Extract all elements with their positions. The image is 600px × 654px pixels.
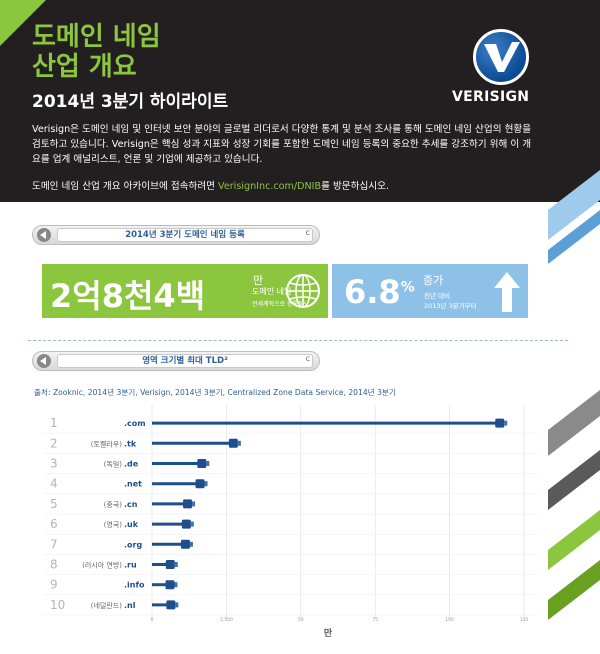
- rank-label: 10: [50, 598, 65, 612]
- rank-label: 2: [50, 436, 58, 450]
- rank-label: 1: [50, 416, 58, 430]
- intro-paragraph: Verisign은 도메인 네임 및 인터넷 보안 분야의 글로벌 리더로서 다…: [32, 124, 532, 165]
- decorative-chevrons: [548, 170, 600, 620]
- bar-plug: [165, 560, 175, 569]
- x-tick-label: 125: [520, 617, 529, 623]
- rank-label: 3: [50, 457, 58, 471]
- globe-icon: [286, 274, 320, 308]
- arrow-up-icon: [494, 272, 520, 312]
- section-bar-largest-tlds: 영역 크기별 최대 TLD² c: [32, 351, 320, 371]
- growth-unit: 증가: [423, 274, 444, 287]
- total-registrations-panel: 2억8천4백 만 도메인 네임 전세계적으로 등록됨¹: [42, 264, 328, 318]
- logo-check-icon: [484, 42, 520, 72]
- bar-plug: [197, 459, 207, 468]
- bar-plug: [228, 438, 238, 448]
- total-registrations-unit: 만: [253, 274, 264, 287]
- bar-plug-tip: [237, 440, 241, 446]
- total-registrations-value: 2억8천4백: [50, 277, 206, 315]
- tld-label: .org: [124, 540, 142, 549]
- total-registrations-desc: 도메인 네임: [252, 287, 292, 296]
- x-tick-label: 0: [151, 617, 154, 623]
- archive-text: 도메인 네임 산업 개요 아카이브에 접속하려면 VerisignInc.com…: [32, 178, 389, 192]
- tld-label: .de: [124, 460, 139, 469]
- growth-number: 6.8: [344, 273, 401, 311]
- section-bar-registrations: 2014년 3분기 도메인 네임 등록 c: [32, 225, 320, 245]
- country-label: (중국): [104, 501, 123, 509]
- archive-suffix: 를 방문하십시오.: [321, 181, 389, 192]
- country-label: (독일): [104, 460, 123, 469]
- country-label: (네덜란드): [91, 601, 122, 610]
- title-line-2: 산업 개요: [32, 52, 137, 82]
- rank-label: 6: [50, 517, 58, 531]
- reload-icon[interactable]: c: [305, 354, 310, 363]
- bar-plug: [195, 479, 205, 489]
- tld-label: .com: [124, 419, 146, 428]
- page-subtitle: 2014년 3분기 하이라이트: [32, 92, 229, 112]
- growth-desc: 전년 대비: [424, 292, 450, 300]
- bar-plug-tip: [189, 541, 193, 547]
- logo-wordmark: VERISIGN: [452, 89, 530, 105]
- tld-label: .net: [124, 480, 142, 489]
- bar-plug: [180, 539, 190, 549]
- x-tick-label: 100: [445, 617, 454, 623]
- rank-label: 9: [50, 578, 58, 592]
- growth-value: 6.8%: [344, 273, 415, 311]
- x-tick-label: 2,500: [220, 617, 233, 623]
- bar-plug: [181, 519, 191, 529]
- title-line-1: 도메인 네임: [32, 22, 161, 52]
- bar-plug: [495, 418, 505, 428]
- header-stripe: [0, 0, 46, 46]
- bar-plug: [165, 580, 175, 590]
- bar-plug: [166, 600, 176, 610]
- back-arrow-icon[interactable]: [37, 228, 51, 242]
- tld-label: .nl: [124, 601, 136, 610]
- section-title-registrations: 2014년 3분기 도메인 네임 등록: [57, 228, 313, 242]
- back-arrow-icon[interactable]: [37, 354, 51, 368]
- tld-label: .ru: [124, 561, 137, 570]
- bar-plug-tip: [192, 501, 196, 507]
- x-axis-label: 만: [324, 627, 333, 639]
- bar-plug-tip: [190, 521, 194, 527]
- rank-label: 4: [50, 477, 58, 491]
- rank-label: 7: [50, 537, 58, 551]
- rank-label: 8: [50, 558, 58, 572]
- bar-plug-tip: [204, 481, 208, 487]
- reload-icon[interactable]: c: [305, 228, 310, 237]
- growth-desc2: 2013년 3분기부터: [424, 302, 477, 310]
- bar-plug-tip: [174, 582, 178, 588]
- header-banner: 도메인 네임 산업 개요 2014년 3분기 하이라이트 VERISIGN Ve…: [0, 0, 600, 202]
- x-tick-label: 50: [298, 617, 304, 623]
- archive-prefix: 도메인 네임 산업 개요 아카이브에 접속하려면: [32, 181, 218, 192]
- section-title-largest-tlds: 영역 크기별 최대 TLD²: [57, 354, 313, 368]
- country-label: (영국): [104, 520, 123, 529]
- country-label: (토켈라우): [91, 439, 122, 448]
- chart-background: [38, 399, 546, 643]
- growth-panel: 6.8% 증가 전년 대비 2013년 3분기부터: [332, 264, 528, 318]
- bar-plug-tip: [174, 562, 178, 567]
- rank-label: 5: [50, 497, 58, 511]
- bar-plug: [183, 499, 193, 509]
- page-title: 도메인 네임 산업 개요: [32, 22, 161, 82]
- divider: [28, 340, 568, 341]
- tld-label: .uk: [124, 520, 139, 529]
- bar-plug-tip: [175, 602, 179, 608]
- source-note: 출처: Zooknic, 2014년 3분기, Verisign, 2014년 …: [34, 388, 396, 397]
- country-label: (러시아 연방): [82, 561, 122, 570]
- tld-label: .cn: [124, 500, 138, 509]
- archive-link[interactable]: VerisignInc.com/DNIB: [218, 181, 322, 192]
- tld-label: .tk: [124, 439, 137, 448]
- verisign-logo-icon: [473, 29, 529, 85]
- bar-plug-tip: [504, 420, 508, 426]
- x-tick-label: 75: [372, 617, 378, 623]
- tld-label: .info: [124, 581, 145, 590]
- growth-pct: %: [400, 279, 415, 296]
- total-registrations-desc2: 전세계적으로 등록됨¹: [252, 301, 306, 308]
- bar-plug-tip: [206, 461, 210, 466]
